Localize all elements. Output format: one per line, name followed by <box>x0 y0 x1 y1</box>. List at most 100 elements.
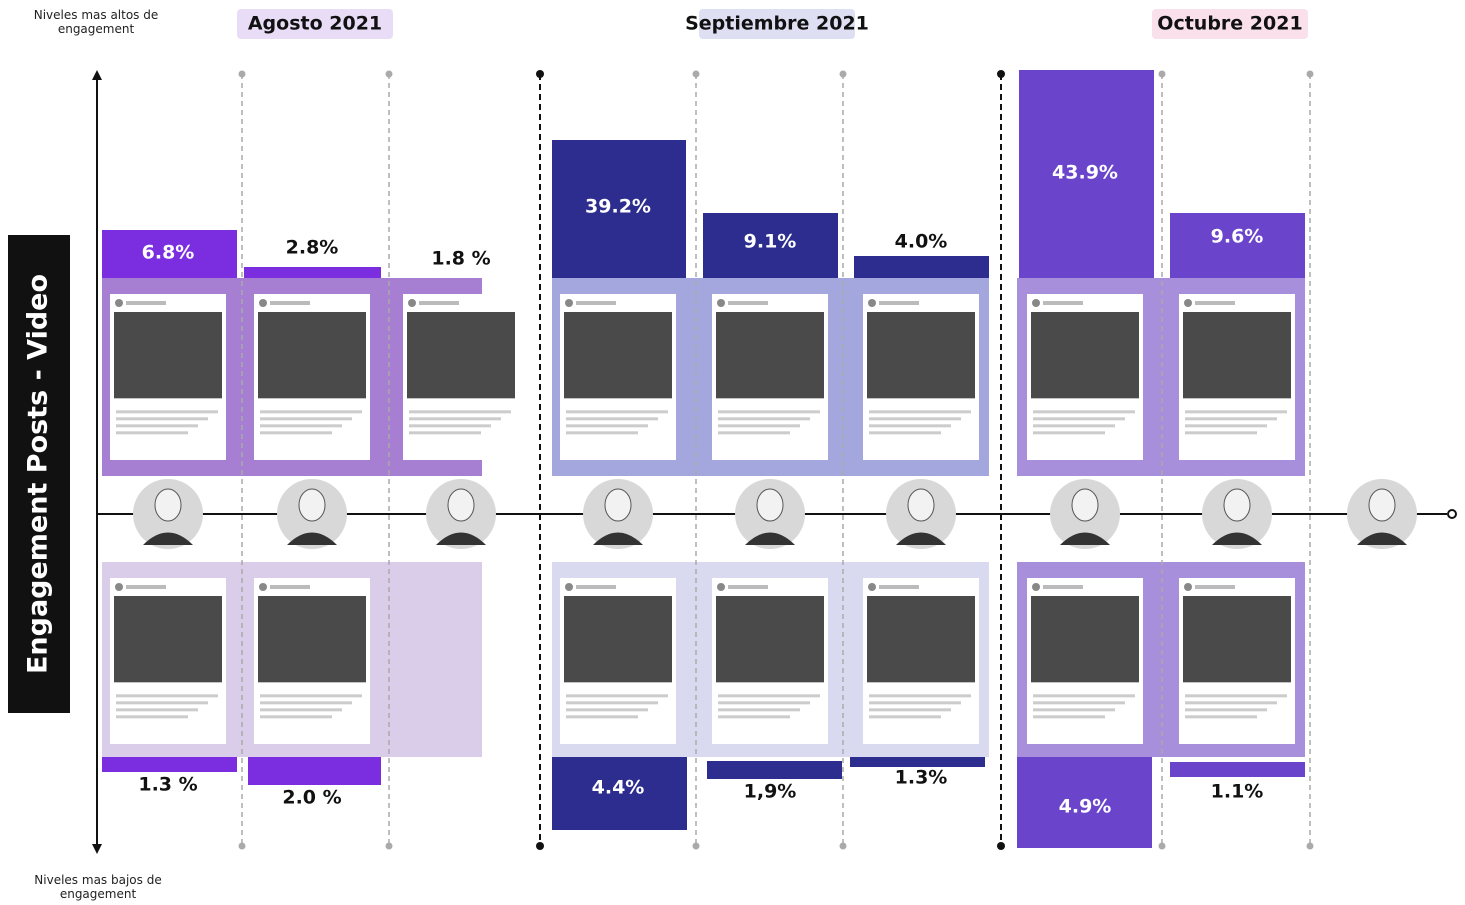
post-caption <box>869 715 941 718</box>
post-caption <box>718 708 800 711</box>
post-image <box>1183 312 1291 398</box>
post-image <box>1031 596 1139 682</box>
post-caption <box>718 715 790 718</box>
post-caption <box>869 410 971 413</box>
divider-dot <box>1159 71 1166 78</box>
top-value: 6.8% <box>142 242 195 264</box>
post-avatar <box>408 299 416 307</box>
post-username <box>728 585 768 589</box>
post-username <box>270 301 310 305</box>
post-username <box>270 585 310 589</box>
divider-dot <box>997 842 1005 850</box>
post-caption <box>1185 410 1287 413</box>
post-username <box>879 301 919 305</box>
post-caption <box>1185 715 1257 718</box>
divider-dot <box>1159 843 1166 850</box>
post-image <box>716 312 824 398</box>
face-head <box>1369 489 1395 521</box>
divider-dot <box>693 843 700 850</box>
post-image <box>564 596 672 682</box>
post-username <box>1195 585 1235 589</box>
post-caption <box>566 701 658 704</box>
post-caption <box>116 431 188 434</box>
post-avatar <box>115 299 123 307</box>
post-avatar <box>717 583 725 591</box>
post-caption <box>409 410 511 413</box>
post-avatar <box>565 583 573 591</box>
post-caption <box>566 694 668 697</box>
month-label: Octubre 2021 <box>1157 13 1302 35</box>
post-avatar <box>1184 583 1192 591</box>
post-caption <box>116 708 198 711</box>
divider-dot <box>997 70 1005 78</box>
post-image <box>867 312 975 398</box>
bottom-value: 2.0 % <box>282 787 341 809</box>
post-avatar <box>1032 583 1040 591</box>
divider-dot <box>1307 843 1314 850</box>
timeline-end <box>1448 510 1456 518</box>
post-caption <box>116 410 218 413</box>
face-head <box>155 489 181 521</box>
post-caption <box>566 715 638 718</box>
post-username <box>576 585 616 589</box>
post-caption <box>116 417 208 420</box>
face-head <box>1072 489 1098 521</box>
post-image <box>867 596 975 682</box>
divider-dot <box>1307 71 1314 78</box>
post-username <box>419 301 459 305</box>
post-avatar <box>717 299 725 307</box>
post-caption <box>869 417 961 420</box>
top-value: 2.8% <box>286 237 339 259</box>
post-image <box>1183 596 1291 682</box>
post-caption <box>1185 701 1277 704</box>
post-image <box>114 312 222 398</box>
face-head <box>605 489 631 521</box>
post-caption <box>869 701 961 704</box>
divider-dot <box>536 842 544 850</box>
post-caption <box>1033 424 1115 427</box>
face-head <box>757 489 783 521</box>
post-caption <box>1185 417 1277 420</box>
post-caption <box>869 708 951 711</box>
post-caption <box>1185 424 1267 427</box>
month-label: Agosto 2021 <box>248 13 382 35</box>
post-avatar <box>115 583 123 591</box>
diagram: Niveles mas altos deengagement Niveles m… <box>0 0 1465 905</box>
bottom-value: 4.9% <box>1059 796 1112 818</box>
axis-title: Engagement Posts - Video <box>23 274 54 674</box>
post-caption <box>260 417 352 420</box>
post-caption <box>409 424 491 427</box>
post-caption <box>718 431 790 434</box>
post-image <box>258 312 366 398</box>
bottom-value: 1,9% <box>744 781 797 803</box>
bottom-bar <box>850 757 985 767</box>
bottom-value: 4.4% <box>592 777 645 799</box>
post-image <box>258 596 366 682</box>
post-caption <box>1033 701 1125 704</box>
post-caption <box>116 701 208 704</box>
divider-dot <box>693 71 700 78</box>
post-caption <box>718 701 810 704</box>
post-username <box>126 301 166 305</box>
divider-dot <box>840 71 847 78</box>
post-avatar <box>868 583 876 591</box>
post-username <box>728 301 768 305</box>
post-caption <box>1185 708 1267 711</box>
top-value: 39.2% <box>585 196 651 218</box>
post-caption <box>1185 694 1287 697</box>
post-caption <box>718 417 810 420</box>
post-avatar <box>259 583 267 591</box>
bottom-bar <box>248 757 381 785</box>
post-caption <box>566 431 638 434</box>
post-avatar <box>868 299 876 307</box>
bottom-value: 1.3 % <box>138 774 197 796</box>
post-caption <box>1033 715 1105 718</box>
post-caption <box>260 701 352 704</box>
post-caption <box>260 708 342 711</box>
post-avatar <box>259 299 267 307</box>
post-avatar <box>1032 299 1040 307</box>
post-caption <box>116 715 188 718</box>
post-caption <box>260 424 342 427</box>
post-username <box>879 585 919 589</box>
divider-dot <box>386 843 393 850</box>
